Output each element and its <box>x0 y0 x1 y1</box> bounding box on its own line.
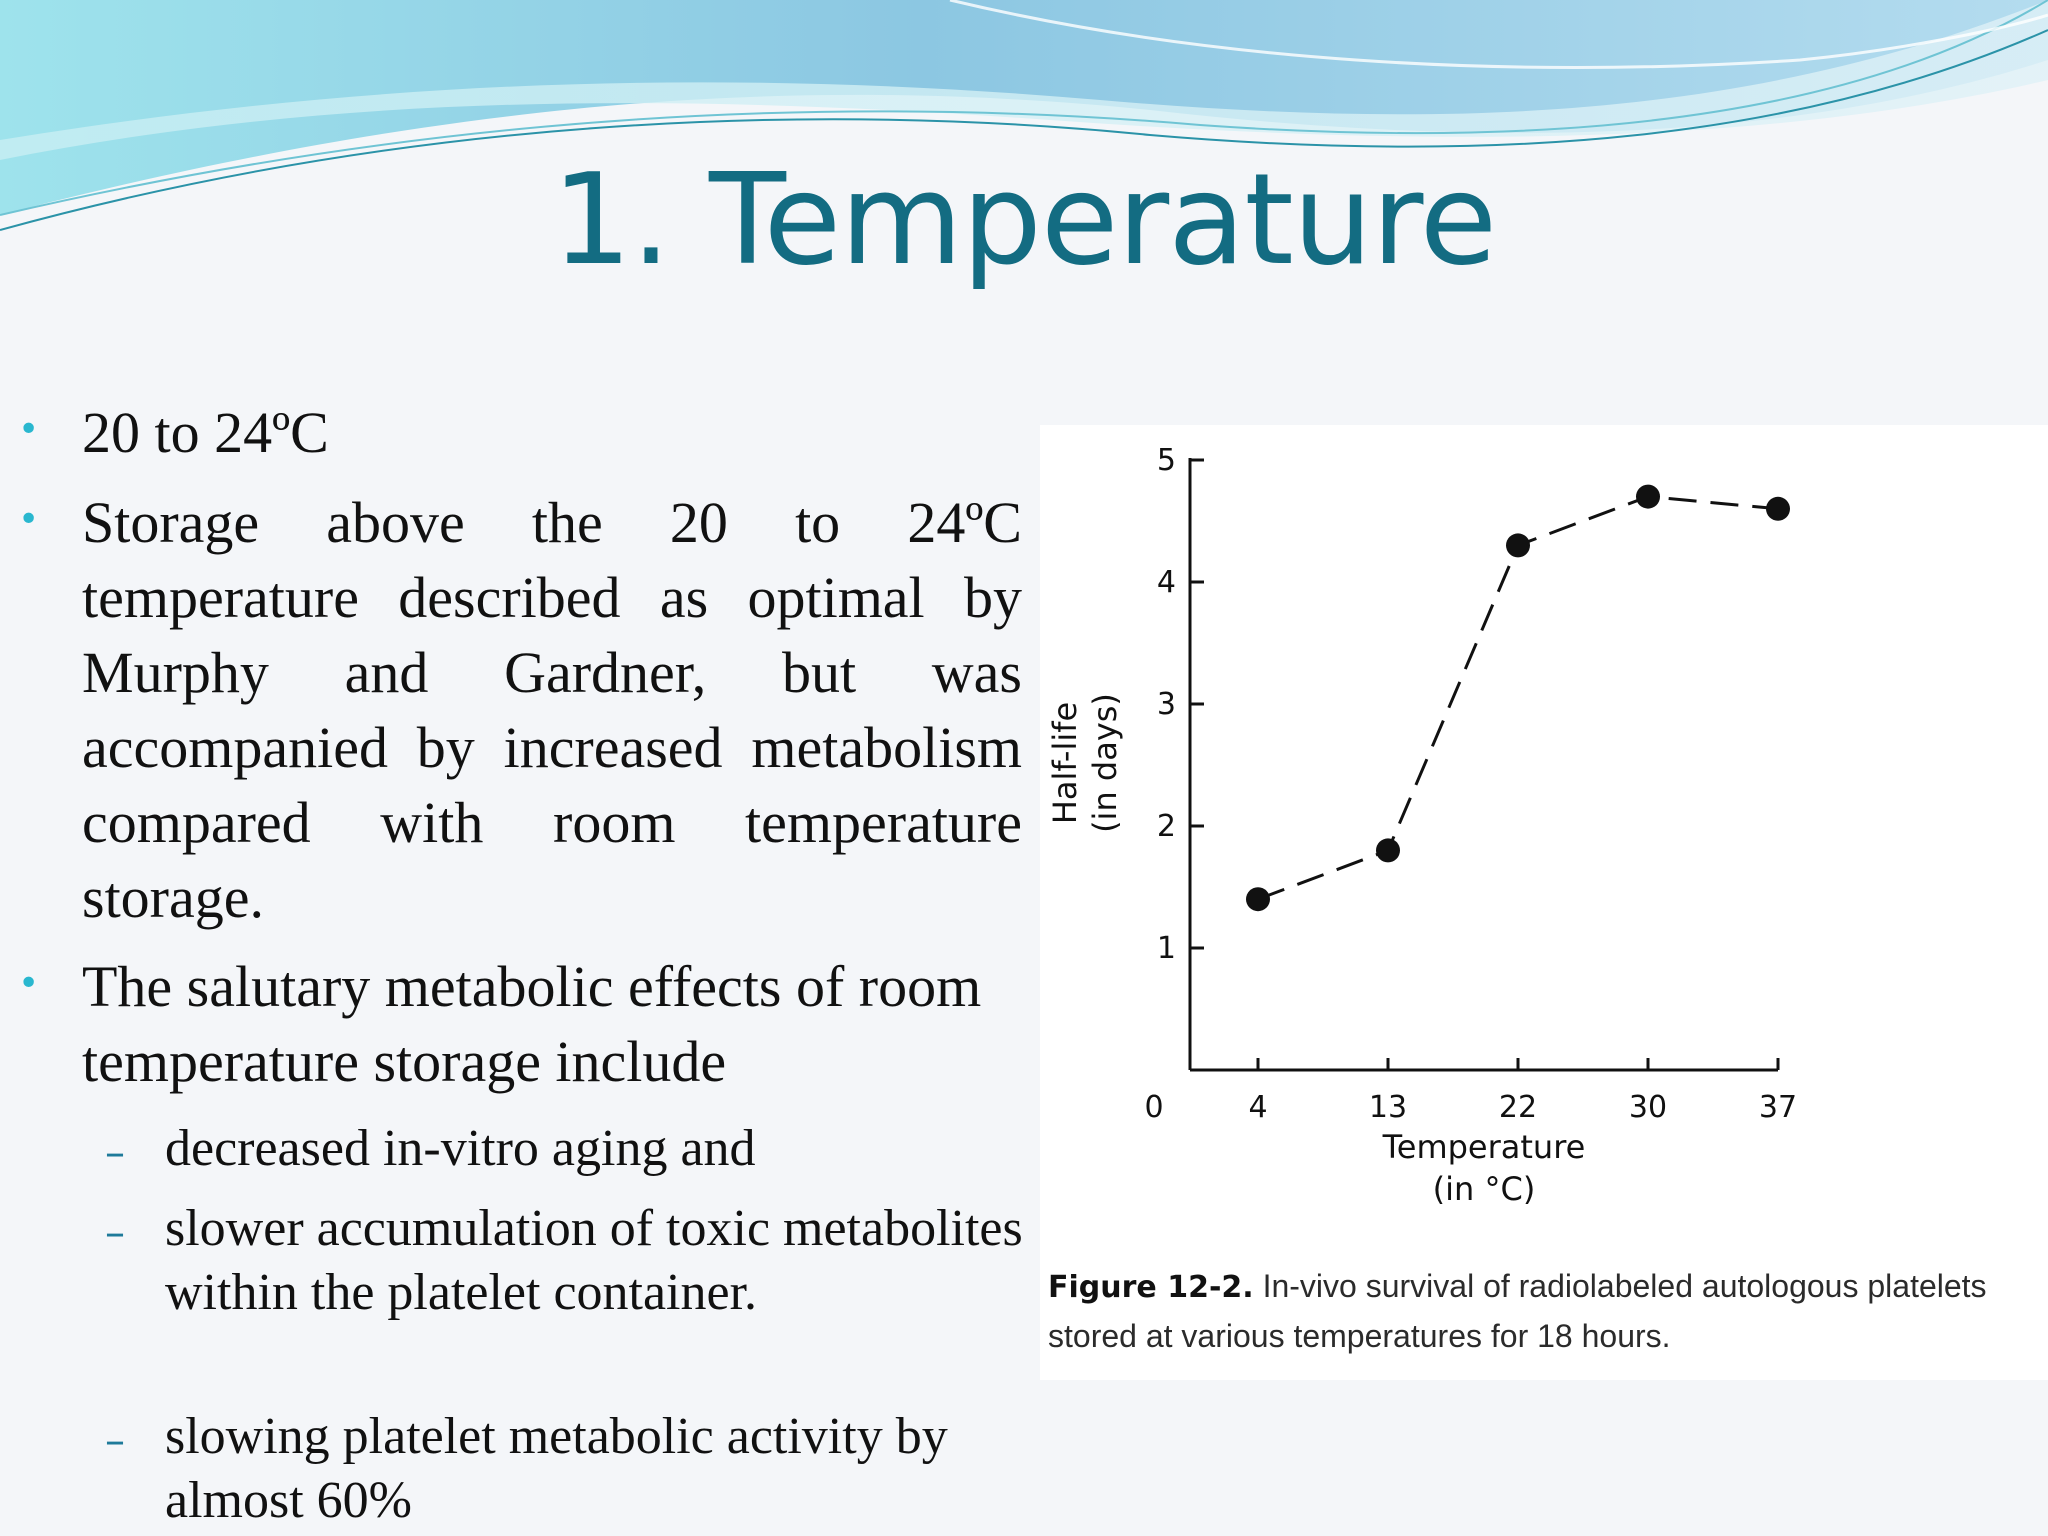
data-point <box>1376 838 1400 863</box>
y-tick-label: 3 <box>1157 687 1176 722</box>
x-axis-title: Temperature <box>1382 1128 1586 1166</box>
y-tick-label: 1 <box>1157 931 1176 966</box>
x-origin-label: 0 <box>1144 1090 1163 1125</box>
caption-text: In-vivo survival of radiolabeled autolog… <box>1048 1268 1987 1354</box>
x-tick-label: 30 <box>1629 1090 1667 1125</box>
figure-caption: Figure 12-2. In-vivo survival of radiola… <box>1048 1262 2048 1360</box>
sub-bullet-marker: – <box>105 1130 125 1176</box>
sub-bullet-marker: – <box>105 1418 125 1464</box>
bullet-item: 20 to 24ºC <box>82 400 329 465</box>
header-wave-decoration <box>0 0 2048 231</box>
caption-label: Figure 12-2. <box>1048 1270 1254 1305</box>
slide-title: 1. Temperature <box>551 146 1497 293</box>
x-tick-label: 13 <box>1369 1090 1407 1125</box>
bullet-item: Storage above the 20 to 24ºC temperature… <box>82 490 1022 930</box>
data-point <box>1246 887 1270 912</box>
y-tick-label: 2 <box>1157 809 1176 844</box>
bullet-item: The salutary metabolic effects of room t… <box>82 954 982 1094</box>
x-axis-unit: (in °C) <box>1433 1170 1536 1208</box>
bullet-marker: • <box>18 963 40 1004</box>
data-point <box>1636 484 1660 509</box>
y-axis-title: Half-life <box>1046 702 1084 824</box>
x-tick-label: 22 <box>1499 1090 1537 1125</box>
sub-bullet-marker: – <box>105 1210 125 1256</box>
data-point <box>1766 496 1790 521</box>
y-tick-label: 4 <box>1157 565 1176 600</box>
x-tick-label: 4 <box>1248 1090 1267 1125</box>
sub-bullet-item: slower accumulation of toxic metabolites… <box>165 1200 1023 1321</box>
data-point <box>1506 533 1530 558</box>
bullet-marker: • <box>18 499 40 540</box>
y-axis-unit: (in days) <box>1086 693 1124 833</box>
bullet-marker: • <box>18 409 40 450</box>
x-tick-label: 37 <box>1759 1090 1797 1125</box>
sub-bullet-item: slowing platelet metabolic activity by a… <box>165 1408 948 1529</box>
y-tick-label: 5 <box>1157 443 1176 478</box>
half-life-chart: 1 2 3 4 5 4 13 22 30 37 0 Temperature (in °C) Half-l… <box>1040 425 2048 1380</box>
sub-bullet-item: decreased in-vitro aging and <box>165 1120 756 1177</box>
